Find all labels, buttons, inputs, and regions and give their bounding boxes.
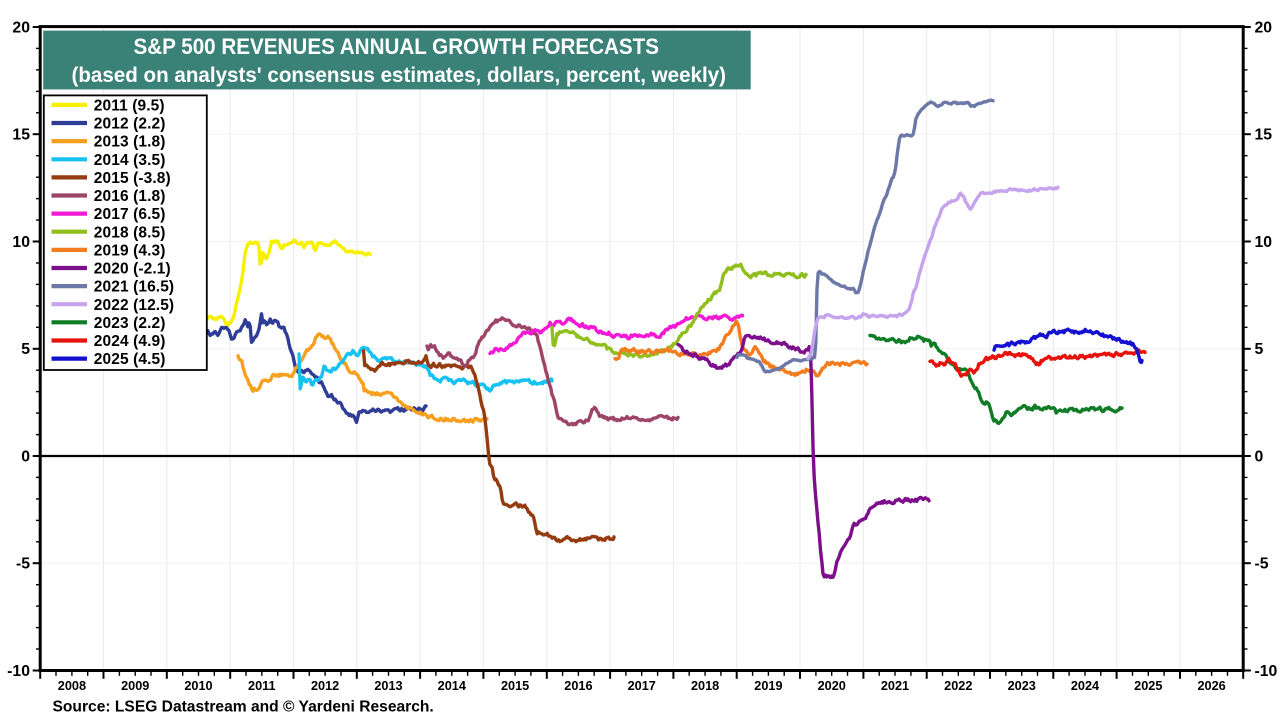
svg-text:2023 (2.2): 2023 (2.2)	[94, 315, 166, 332]
svg-text:5: 5	[1255, 341, 1264, 358]
svg-text:2021 (16.5): 2021 (16.5)	[94, 279, 174, 296]
svg-text:2016 (1.8): 2016 (1.8)	[94, 188, 166, 205]
svg-text:2022 (12.5): 2022 (12.5)	[94, 297, 174, 314]
svg-text:20: 20	[12, 19, 30, 36]
svg-text:2015 (-3.8): 2015 (-3.8)	[94, 170, 171, 187]
svg-text:2015: 2015	[501, 679, 529, 693]
svg-text:2023: 2023	[1008, 679, 1036, 693]
svg-text:-10: -10	[7, 663, 30, 680]
svg-text:2012: 2012	[311, 679, 339, 693]
svg-text:2022: 2022	[944, 679, 972, 693]
svg-text:2012 (2.2): 2012 (2.2)	[94, 116, 166, 133]
svg-text:2025: 2025	[1134, 679, 1162, 693]
svg-text:2014 (3.5): 2014 (3.5)	[94, 152, 166, 169]
svg-text:2018: 2018	[691, 679, 719, 693]
svg-text:2017 (6.5): 2017 (6.5)	[94, 206, 166, 223]
svg-text:(based on analysts' consensus: (based on analysts' consensus estimates,…	[72, 63, 727, 87]
svg-text:-10: -10	[1255, 663, 1278, 680]
svg-text:15: 15	[1255, 127, 1273, 144]
svg-text:2019 (4.3): 2019 (4.3)	[94, 243, 166, 260]
svg-text:2024: 2024	[1071, 679, 1099, 693]
svg-text:2021: 2021	[881, 679, 909, 693]
svg-text:2011: 2011	[248, 679, 276, 693]
svg-text:S&P 500 REVENUES ANNUAL GROWTH: S&P 500 REVENUES ANNUAL GROWTH FORECASTS	[134, 34, 660, 59]
svg-text:2013: 2013	[374, 679, 402, 693]
svg-text:15: 15	[12, 127, 30, 144]
svg-text:5: 5	[21, 341, 30, 358]
svg-text:2009: 2009	[121, 679, 149, 693]
svg-text:2018 (8.5): 2018 (8.5)	[94, 224, 166, 241]
svg-text:10: 10	[12, 234, 30, 251]
svg-text:-5: -5	[1255, 556, 1269, 573]
svg-text:20: 20	[1255, 19, 1273, 36]
svg-text:0: 0	[21, 448, 30, 465]
svg-text:2020: 2020	[818, 679, 846, 693]
svg-text:0: 0	[1255, 448, 1264, 465]
svg-text:2024 (4.9): 2024 (4.9)	[94, 333, 166, 350]
svg-text:2016: 2016	[564, 679, 592, 693]
svg-text:2013 (1.8): 2013 (1.8)	[94, 134, 166, 151]
svg-text:2026: 2026	[1197, 679, 1225, 693]
svg-text:Source: LSEG Datastream and ©: Source: LSEG Datastream and © Yardeni Re…	[53, 699, 434, 716]
svg-text:2011 (9.5): 2011 (9.5)	[94, 98, 165, 115]
svg-text:2014: 2014	[438, 679, 466, 693]
svg-text:10: 10	[1255, 234, 1273, 251]
svg-text:2020 (-2.1): 2020 (-2.1)	[94, 261, 171, 278]
svg-text:2017: 2017	[628, 679, 656, 693]
svg-text:2019: 2019	[754, 679, 782, 693]
svg-text:2025 (4.5): 2025 (4.5)	[94, 351, 166, 368]
svg-text:-5: -5	[16, 556, 30, 573]
svg-text:2010: 2010	[184, 679, 212, 693]
svg-text:2008: 2008	[58, 679, 86, 693]
